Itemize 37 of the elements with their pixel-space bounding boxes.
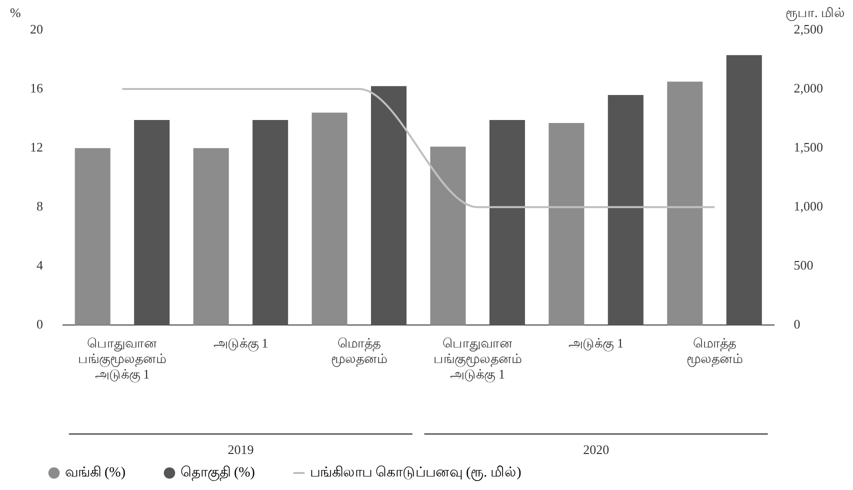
x-tick-label: மொத்த மூலதனம் xyxy=(331,335,388,368)
x-tick-label: பொதுவான பங்குமூலதனம் அடுக்கு 1 xyxy=(78,335,166,383)
bar xyxy=(370,86,407,326)
bar xyxy=(548,122,584,326)
y2-tick-label: 500 xyxy=(794,258,814,273)
bar xyxy=(667,82,703,326)
bar xyxy=(193,148,229,326)
y-tick-label: 0 xyxy=(36,316,43,332)
text: 2020 xyxy=(583,442,610,457)
y-axis-title: % xyxy=(10,4,21,20)
y2-tick-label: 1,500 xyxy=(794,140,823,154)
bar xyxy=(312,112,348,326)
y-tick-label: 4 xyxy=(36,258,44,273)
bar xyxy=(74,148,110,326)
y2-tick-label: 1,000 xyxy=(794,198,823,214)
y2-axis-title: ரூபா. மில் xyxy=(786,4,845,21)
y-tick-label: 12 xyxy=(30,140,43,154)
y-tick-label: 8 xyxy=(36,198,43,214)
bar xyxy=(489,120,525,326)
bar xyxy=(608,94,644,326)
x-tick-label: அடுக்கு 1 xyxy=(213,335,268,352)
legend-label: பங்கிலாப கொடுப்பனவு (ரூ. மில்) xyxy=(310,466,522,481)
y-tick-label: 16 xyxy=(30,80,44,96)
y2-tick-label: 2,500 xyxy=(794,21,823,36)
x-tick-label: பொதுவான பங்குமூலதனம் அடுக்கு 1 xyxy=(434,335,522,383)
bar xyxy=(252,120,288,326)
x-tick-label: மொத்த மூலதனம் xyxy=(686,335,743,368)
legend-label: தொகுதி (%) xyxy=(180,466,256,482)
x-tick-label: அடுக்கு 1 xyxy=(568,335,624,352)
y2-tick-label: 2,000 xyxy=(794,80,823,96)
bar xyxy=(134,120,170,326)
legend-label: வங்கி (%) xyxy=(65,466,126,481)
y-tick-label: 20 xyxy=(30,21,43,36)
text: 2019 xyxy=(228,442,254,457)
bar xyxy=(726,55,762,326)
bar xyxy=(430,146,466,326)
y2-tick-label: 0 xyxy=(794,316,800,332)
